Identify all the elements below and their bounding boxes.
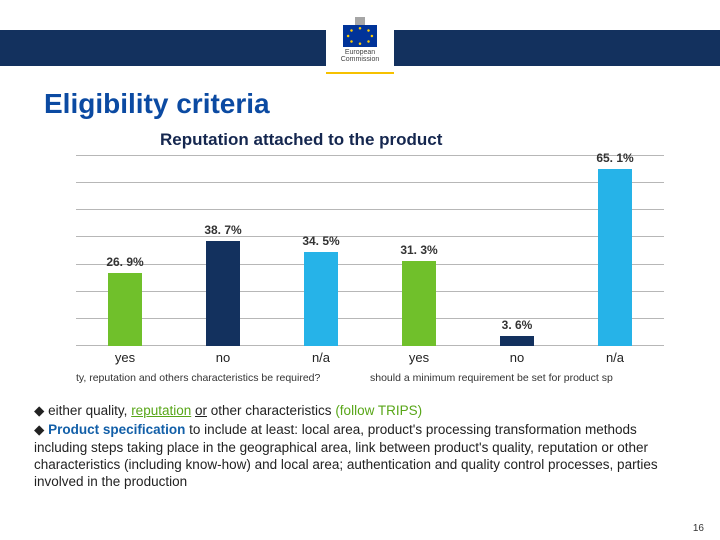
bar	[402, 261, 436, 346]
body-line-1: ◆ either quality, reputation or other ch…	[34, 402, 690, 419]
bar-chart: 26. 9%38. 7%34. 5%31. 3%3. 6%65. 1% yesn…	[76, 156, 664, 368]
group-caption-right: should a minimum requirement be set for …	[370, 372, 664, 384]
bar	[108, 273, 142, 346]
page-subtitle: Reputation attached to the product	[160, 130, 442, 150]
bar-slot: 31. 3%	[370, 156, 468, 346]
chart-bars: 26. 9% 38. 7% 34. 5% 31. 3% 3. 6% 65. 1%	[76, 156, 664, 346]
group-caption-left: ty, reputation and others characteristic…	[76, 372, 370, 384]
bar-value-label: 31. 3%	[400, 243, 437, 257]
axis-category-label: no	[174, 350, 272, 365]
bar-value-label: 38. 7%	[204, 223, 241, 237]
axis-category-label: n/a	[566, 350, 664, 365]
l1-bracket: (follow TRIPS)	[335, 403, 422, 418]
bar-value-label: 3. 6%	[502, 318, 533, 332]
body-text: ◆ either quality, reputation or other ch…	[34, 402, 690, 492]
bar	[500, 336, 534, 346]
l1-green: reputation	[131, 403, 191, 418]
body-line-2: ◆ Product specification to include at le…	[34, 421, 690, 490]
logo-line1: European	[345, 49, 375, 56]
axis-category-label: no	[468, 350, 566, 365]
bar-slot: 38. 7%	[174, 156, 272, 346]
l1-mid2: other characteristics	[207, 403, 335, 418]
axis-category-label: n/a	[272, 350, 370, 365]
page-number: 16	[693, 523, 704, 534]
bar-slot: 34. 5%	[272, 156, 370, 346]
axis-category-label: yes	[76, 350, 174, 365]
bar-slot: 26. 9%	[76, 156, 174, 346]
l1-or: or	[195, 403, 207, 418]
bar	[598, 169, 632, 346]
l2-lead: Product specification	[48, 422, 185, 437]
ec-logo: European Commission	[326, 6, 394, 74]
axis-category-label: yes	[370, 350, 468, 365]
bar-slot: 65. 1%	[566, 156, 664, 346]
bar-value-label: 34. 5%	[302, 234, 339, 248]
eu-flag-icon	[343, 25, 377, 47]
bar-value-label: 26. 9%	[106, 255, 143, 269]
l1-pre: either quality,	[48, 403, 131, 418]
bar	[206, 241, 240, 346]
bar-slot: 3. 6%	[468, 156, 566, 346]
logo-text: European Commission	[341, 49, 380, 63]
logo-line2: Commission	[341, 56, 380, 63]
page-title: Eligibility criteria	[44, 88, 270, 120]
bar-value-label: 65. 1%	[596, 151, 633, 165]
bar	[304, 252, 338, 346]
